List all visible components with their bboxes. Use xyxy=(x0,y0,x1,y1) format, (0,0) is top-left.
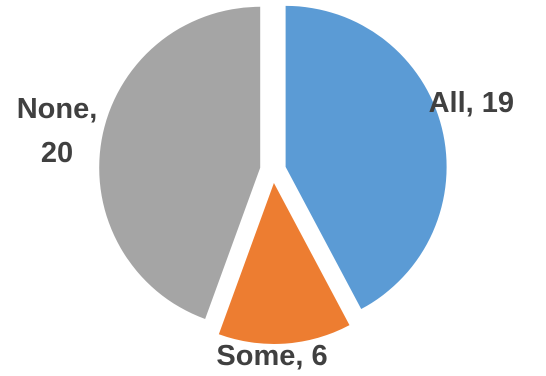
slice-label-all: All, 19 xyxy=(429,87,514,119)
slice-label-none-line1: None, xyxy=(17,93,98,125)
pie-slice-none xyxy=(99,6,261,320)
pie-slices xyxy=(99,5,447,344)
slice-label-none-line2: 20 xyxy=(41,137,73,169)
slice-label-some: Some, 6 xyxy=(216,340,327,371)
pie-slice-some xyxy=(218,182,350,344)
pie-labels: All, 19 Some, 6 None, 20 xyxy=(17,87,514,372)
pie-slice-all xyxy=(285,5,447,310)
